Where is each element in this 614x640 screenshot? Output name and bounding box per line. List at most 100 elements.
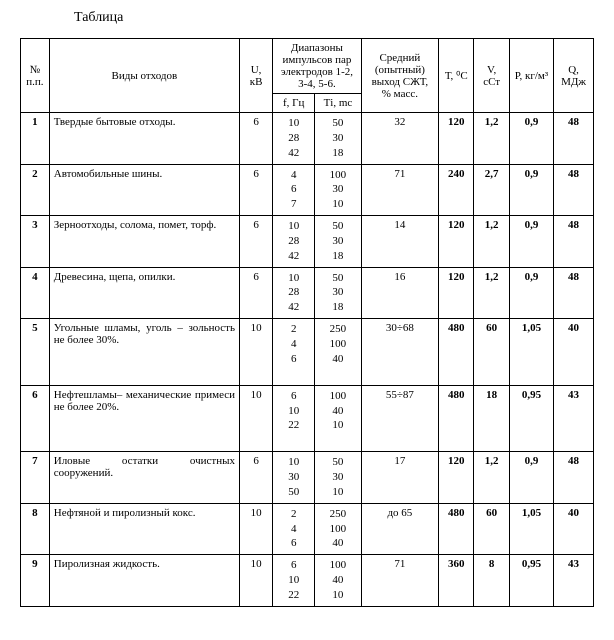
cell-f: 102842	[273, 113, 315, 165]
header-waste: Виды отходов	[49, 39, 239, 113]
cell-v: 8	[474, 555, 509, 607]
cell-q: 48	[554, 164, 594, 216]
cell-u: 10	[240, 319, 273, 386]
cell-num: 8	[21, 503, 50, 555]
table-row: 5Угольные шламы, уголь – зольность не бо…	[21, 319, 594, 386]
cell-t: 360	[439, 555, 474, 607]
cell-v: 1,2	[474, 452, 509, 504]
cell-ti: 1003010	[315, 164, 361, 216]
cell-num: 7	[21, 452, 50, 504]
cell-szh: до 65	[361, 503, 438, 555]
header-u: U, кВ	[240, 39, 273, 113]
cell-v: 60	[474, 503, 509, 555]
cell-t: 120	[439, 216, 474, 268]
cell-waste: Угольные шламы, уголь – зольность не бол…	[49, 319, 239, 386]
cell-t: 480	[439, 503, 474, 555]
cell-q: 48	[554, 216, 594, 268]
cell-p: 1,05	[509, 503, 553, 555]
cell-f: 61022	[273, 555, 315, 607]
cell-u: 10	[240, 503, 273, 555]
cell-q: 43	[554, 555, 594, 607]
cell-p: 1,05	[509, 319, 553, 386]
cell-szh: 14	[361, 216, 438, 268]
cell-q: 43	[554, 385, 594, 452]
cell-v: 60	[474, 319, 509, 386]
cell-p: 0,95	[509, 555, 553, 607]
cell-waste: Нефтешламы– механические примеси не боле…	[49, 385, 239, 452]
cell-t: 240	[439, 164, 474, 216]
cell-v: 18	[474, 385, 509, 452]
cell-v: 2,7	[474, 164, 509, 216]
header-ti: Тi, mc	[315, 94, 361, 113]
cell-f: 61022	[273, 385, 315, 452]
cell-ti: 1004010	[315, 555, 361, 607]
cell-u: 10	[240, 555, 273, 607]
cell-f: 246	[273, 503, 315, 555]
table-row: 9Пиролизная жидкость.1061022100401071360…	[21, 555, 594, 607]
header-pulse: Диапазоны импульсов пар электродов 1-2, …	[273, 39, 361, 94]
header-q: Q, МДж	[554, 39, 594, 113]
cell-p: 0,9	[509, 113, 553, 165]
cell-num: 5	[21, 319, 50, 386]
cell-u: 6	[240, 113, 273, 165]
cell-waste: Древесина, щепа, опилки.	[49, 267, 239, 319]
cell-szh: 32	[361, 113, 438, 165]
table-row: 7Иловые остатки очистных сооружений.6103…	[21, 452, 594, 504]
cell-p: 0,95	[509, 385, 553, 452]
cell-num: 3	[21, 216, 50, 268]
cell-q: 40	[554, 319, 594, 386]
cell-waste: Автомобильные шины.	[49, 164, 239, 216]
cell-p: 0,9	[509, 164, 553, 216]
cell-ti: 503018	[315, 113, 361, 165]
cell-v: 1,2	[474, 113, 509, 165]
cell-waste: Твердые бытовые отходы.	[49, 113, 239, 165]
cell-f: 102842	[273, 216, 315, 268]
cell-waste: Зерноотходы, солома, помет, торф.	[49, 216, 239, 268]
cell-t: 120	[439, 267, 474, 319]
cell-p: 0,9	[509, 452, 553, 504]
header-f: f, Гц	[273, 94, 315, 113]
cell-num: 6	[21, 385, 50, 452]
cell-waste: Пиролизная жидкость.	[49, 555, 239, 607]
cell-q: 48	[554, 113, 594, 165]
table-body: 1Твердые бытовые отходы.6102842503018321…	[21, 113, 594, 607]
cell-waste: Нефтяной и пиролизный кокс.	[49, 503, 239, 555]
cell-t: 120	[439, 452, 474, 504]
cell-szh: 55÷87	[361, 385, 438, 452]
table-row: 1Твердые бытовые отходы.6102842503018321…	[21, 113, 594, 165]
cell-t: 480	[439, 319, 474, 386]
cell-szh: 71	[361, 164, 438, 216]
cell-num: 9	[21, 555, 50, 607]
cell-num: 4	[21, 267, 50, 319]
cell-f: 103050	[273, 452, 315, 504]
cell-ti: 25010040	[315, 319, 361, 386]
cell-waste: Иловые остатки очистных сооружений.	[49, 452, 239, 504]
cell-u: 10	[240, 385, 273, 452]
cell-q: 48	[554, 267, 594, 319]
cell-szh: 30÷68	[361, 319, 438, 386]
cell-f: 246	[273, 319, 315, 386]
header-num: № п.п.	[21, 39, 50, 113]
cell-szh: 71	[361, 555, 438, 607]
cell-v: 1,2	[474, 216, 509, 268]
cell-f: 467	[273, 164, 315, 216]
data-table: № п.п. Виды отходов U, кВ Диапазоны импу…	[20, 38, 594, 607]
cell-p: 0,9	[509, 216, 553, 268]
cell-p: 0,9	[509, 267, 553, 319]
table-row: 2Автомобильные шины.64671003010712402,70…	[21, 164, 594, 216]
cell-szh: 16	[361, 267, 438, 319]
table-row: 8Нефтяной и пиролизный кокс.102462501004…	[21, 503, 594, 555]
cell-u: 6	[240, 216, 273, 268]
cell-f: 102842	[273, 267, 315, 319]
cell-ti: 503018	[315, 216, 361, 268]
cell-q: 40	[554, 503, 594, 555]
header-szh: Средний (опытный) выход СЖТ, % масс.	[361, 39, 438, 113]
header-t: Т, ⁰С	[439, 39, 474, 113]
table-title: Таблица	[74, 10, 594, 26]
table-row: 3Зерноотходы, солома, помет, торф.610284…	[21, 216, 594, 268]
cell-t: 120	[439, 113, 474, 165]
header-v: V, сСт	[474, 39, 509, 113]
cell-u: 6	[240, 267, 273, 319]
cell-ti: 503018	[315, 267, 361, 319]
cell-ti: 1004010	[315, 385, 361, 452]
